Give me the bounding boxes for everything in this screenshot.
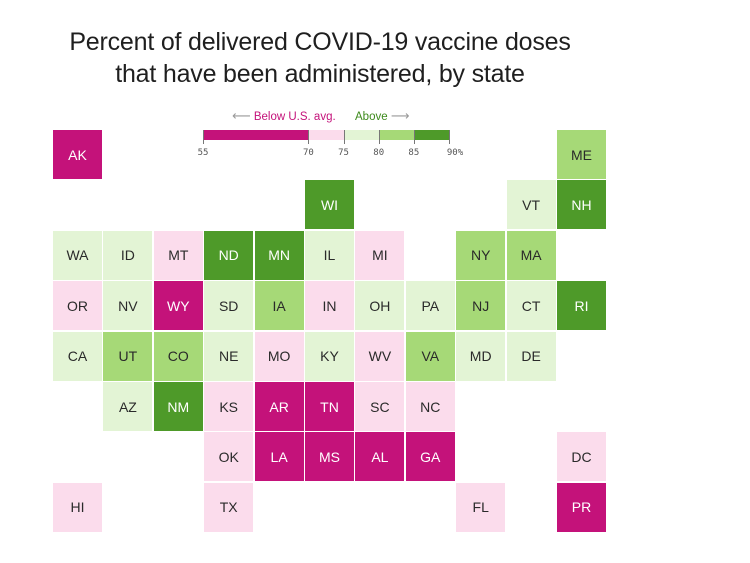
state-tile-mo: MO	[254, 331, 304, 381]
state-tile-co: CO	[153, 331, 203, 381]
state-tile-wa: WA	[53, 230, 102, 280]
scale-tick	[203, 130, 204, 144]
scale-bin-0	[203, 130, 309, 140]
state-tile-wi: WI	[305, 180, 354, 230]
scale-bin-3	[378, 130, 414, 140]
scale-tick-label: 70	[303, 148, 314, 158]
legend-below-label: Below U.S. avg.	[253, 111, 336, 123]
state-tile-nd: ND	[204, 230, 254, 280]
legend-above: Above ⟶	[355, 108, 409, 124]
state-tile-pa: PA	[405, 281, 455, 331]
scale-bin-1	[308, 130, 344, 140]
state-tile-sc: SC	[355, 382, 405, 431]
title-line-1: Percent of delivered COVID-19 vaccine do…	[69, 28, 571, 56]
scale-tick-label: 85	[408, 148, 420, 158]
scale-tick	[308, 130, 310, 144]
state-tile-mt: MT	[153, 230, 203, 280]
scale-tick-label: 55	[197, 148, 209, 158]
state-tile-va: VA	[405, 331, 455, 381]
scale-tick-label: 75	[338, 148, 349, 158]
state-tile-nm: NM	[153, 382, 203, 431]
state-tile-ma: MA	[506, 230, 556, 280]
scale-tick	[413, 130, 415, 144]
state-tile-hi: HI	[53, 482, 102, 532]
state-tile-ok: OK	[204, 432, 254, 482]
state-tile-wv: WV	[355, 331, 405, 381]
right-arrow-icon: ⟶	[390, 108, 410, 123]
scale-tick	[378, 130, 380, 144]
state-tile-az: AZ	[103, 382, 153, 431]
state-tile-mn: MN	[254, 230, 304, 280]
state-tile-md: MD	[456, 331, 506, 381]
state-tile-tn: TN	[305, 382, 354, 431]
state-tile-ia: IA	[254, 281, 304, 331]
scale-bin-2	[343, 130, 379, 140]
state-tile-sd: SD	[204, 281, 254, 331]
state-tile-ny: NY	[456, 230, 506, 280]
legend-above-label: Above	[355, 111, 388, 123]
state-tile-tx: TX	[204, 482, 254, 532]
state-tile-il: IL	[305, 230, 354, 280]
state-tile-ky: KY	[305, 331, 354, 381]
state-tile-me: ME	[557, 130, 606, 179]
state-tile-ak: AK	[53, 130, 102, 179]
chart-title: Percent of delivered COVID-19 vaccine do…	[0, 26, 640, 90]
color-scale	[203, 130, 450, 144]
scale-tick	[343, 130, 345, 144]
state-tile-al: AL	[355, 432, 405, 482]
state-tile-dc: DC	[557, 432, 606, 482]
scale-tick-label: 90%	[446, 148, 464, 158]
scale-bin-4	[413, 130, 449, 140]
state-tile-ca: CA	[53, 331, 102, 381]
state-tile-ar: AR	[254, 382, 304, 431]
state-tile-ct: CT	[506, 281, 556, 331]
state-tile-ms: MS	[305, 432, 354, 482]
state-tile-ks: KS	[204, 382, 254, 431]
state-tile-nc: NC	[405, 382, 455, 431]
state-tile-la: LA	[254, 432, 304, 482]
state-tile-or: OR	[53, 281, 102, 331]
state-tile-ne: NE	[204, 331, 254, 381]
state-tile-nj: NJ	[456, 281, 506, 331]
state-tile-nv: NV	[103, 281, 153, 331]
state-tile-wy: WY	[153, 281, 203, 331]
state-tile-pr: PR	[557, 482, 606, 532]
state-tile-ut: UT	[103, 331, 153, 381]
state-tile-in: IN	[305, 281, 354, 331]
state-tile-mi: MI	[355, 230, 405, 280]
state-tile-ri: RI	[557, 281, 606, 331]
left-arrow-icon: ⟵	[232, 108, 251, 123]
state-tile-fl: FL	[456, 482, 506, 532]
legend-below: ⟵ Below U.S. avg.	[232, 108, 336, 124]
title-line-2: that have been administered, by state	[115, 60, 525, 88]
state-tile-oh: OH	[355, 281, 405, 331]
state-tile-nh: NH	[557, 180, 606, 230]
scale-tick-label: 80	[373, 148, 385, 158]
scale-tick	[449, 130, 450, 144]
state-tile-de: DE	[506, 331, 556, 381]
state-tile-vt: VT	[506, 180, 556, 230]
state-tile-id: ID	[103, 230, 153, 280]
state-tile-ga: GA	[405, 432, 455, 482]
